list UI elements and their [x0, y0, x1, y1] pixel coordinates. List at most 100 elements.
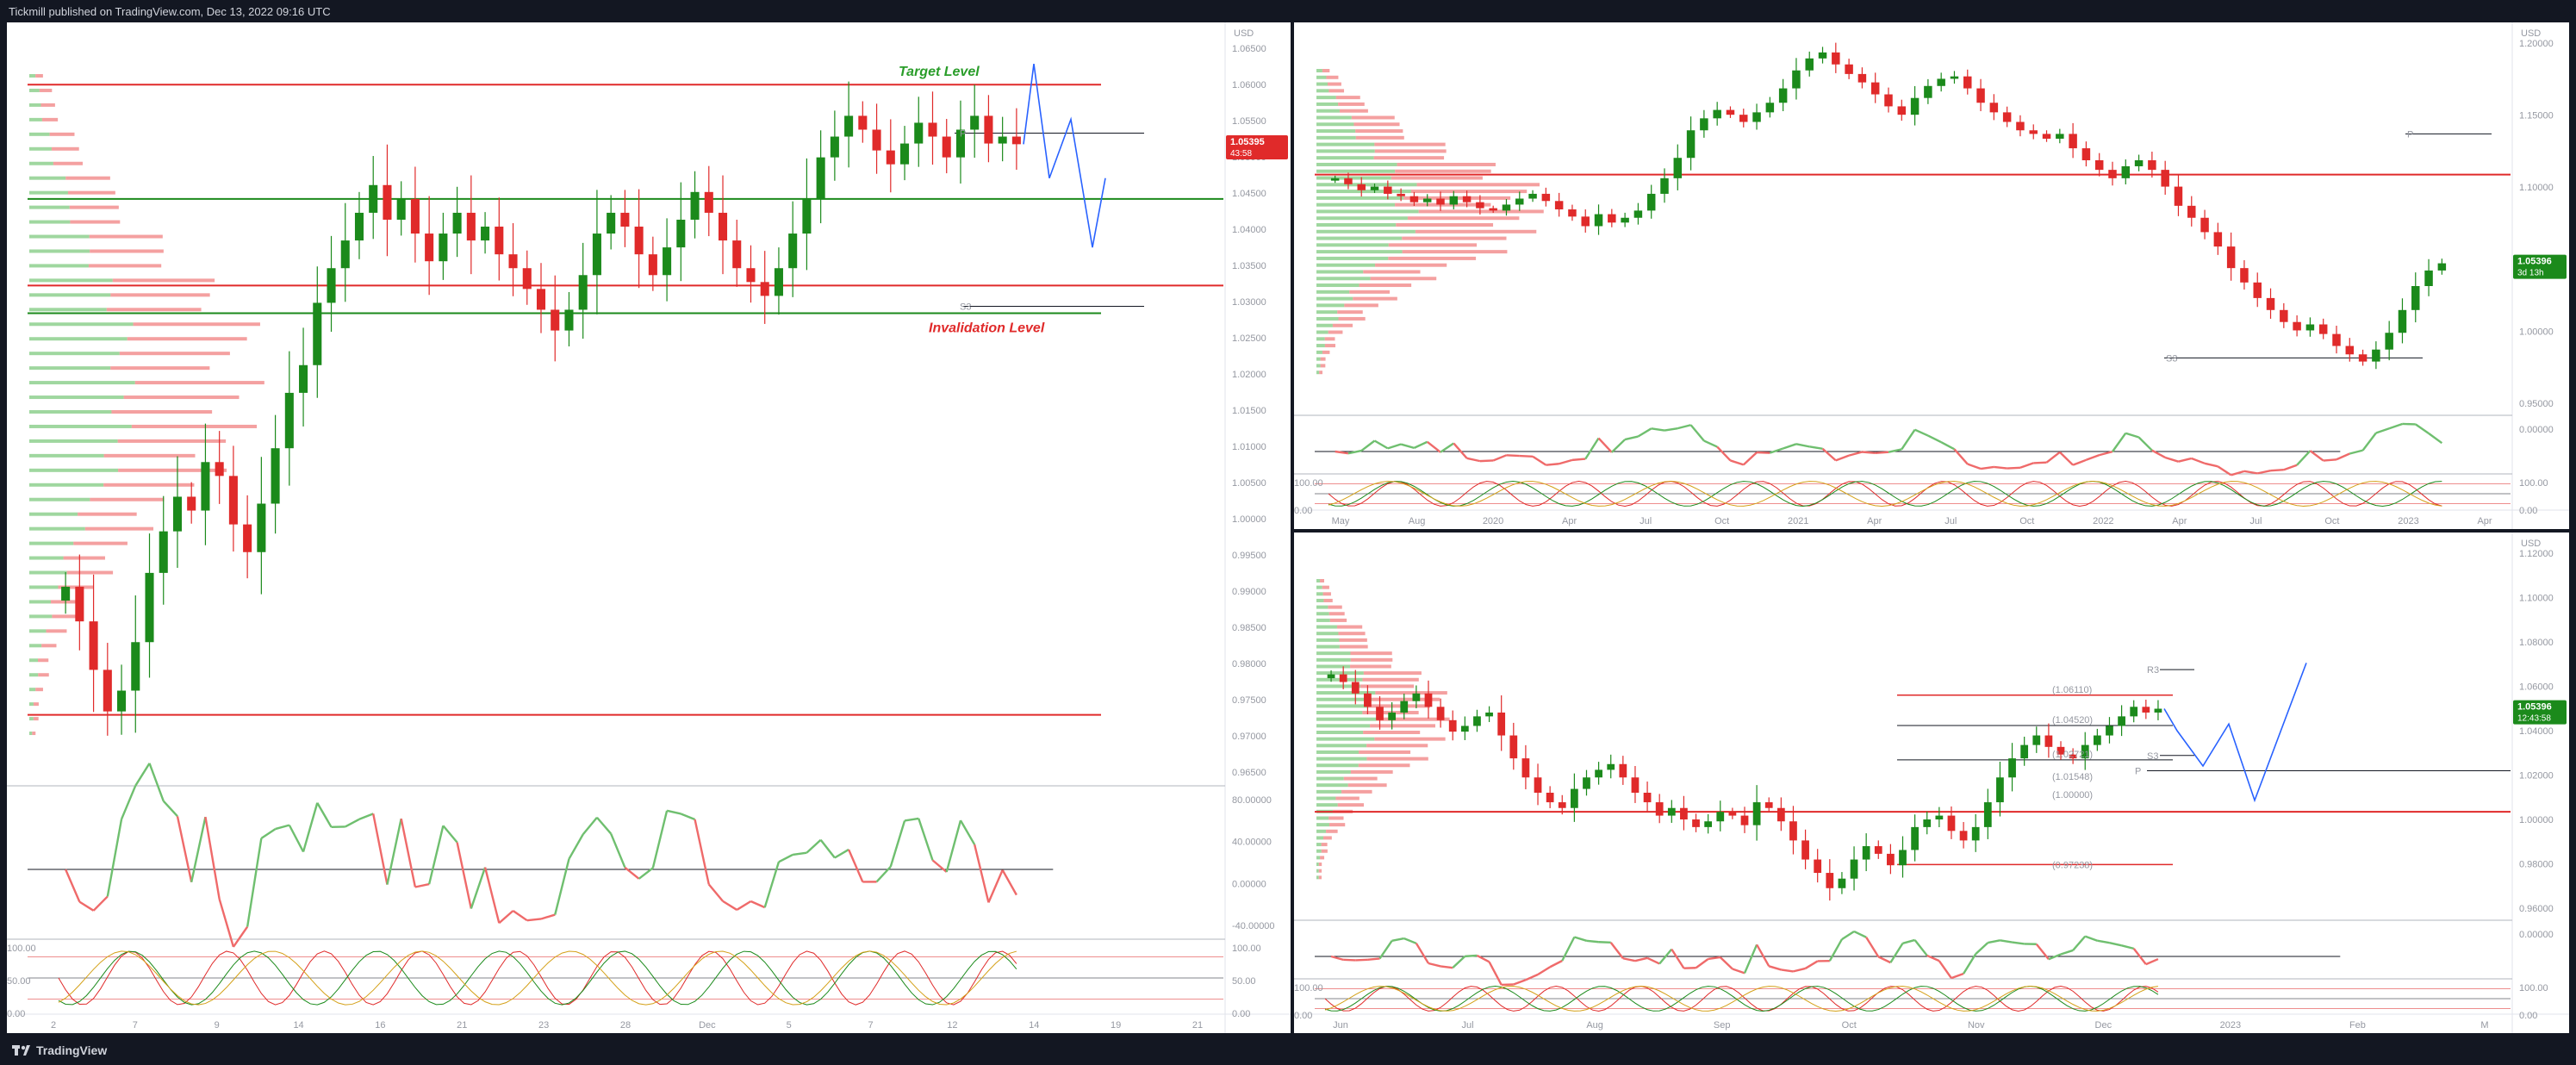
oscillator-line — [1400, 443, 1415, 450]
volume-profile-bar — [1328, 612, 1345, 616]
volume-profile-bar — [103, 453, 196, 458]
oscillator-tick-label: 0.00000 — [1232, 879, 1266, 889]
volume-profile-bar — [118, 468, 227, 472]
volume-profile-bar — [1316, 202, 1396, 207]
candle-body — [2081, 744, 2089, 759]
volume-profile-bar — [1316, 176, 1391, 180]
oscillator-line — [1440, 442, 1454, 453]
candle-body — [2020, 744, 2029, 759]
oscillator-line — [722, 900, 737, 911]
volume-profile-bar — [29, 439, 118, 443]
y-tick-label: 1.01000 — [1232, 442, 1266, 452]
candle-body — [2332, 333, 2341, 346]
candle-body — [61, 586, 71, 601]
oscillator-line — [1466, 457, 1481, 463]
oscillator-line — [1513, 979, 1527, 986]
volume-profile-bar — [41, 117, 59, 121]
y-tick-label: 1.03000 — [1232, 297, 1266, 308]
oscillator-line — [483, 867, 501, 924]
oscillator-line — [288, 825, 305, 853]
stochastic-tick-label: 0.00 — [1294, 506, 1312, 516]
x-tick-label: Apr — [1562, 516, 1577, 526]
x-tick-label: Jul — [1944, 516, 1957, 526]
volume-profile-bar — [1321, 849, 1328, 853]
candle-body — [2437, 263, 2447, 271]
oscillator-line — [959, 819, 976, 845]
x-tick-label: 14 — [1029, 1020, 1039, 1031]
candle-body — [2016, 121, 2025, 131]
oscillator-tick-label: -40.00000 — [1232, 921, 1275, 931]
volume-profile-bar — [29, 526, 85, 531]
candle-body — [1646, 193, 1656, 211]
volume-profile-bar — [1316, 757, 1367, 761]
candle-body — [1595, 769, 1602, 778]
volume-profile-bar — [1359, 283, 1412, 288]
candle-body — [1528, 193, 1537, 199]
volume-profile-bar — [65, 176, 110, 180]
oscillator-line — [1994, 465, 2007, 470]
oscillator-line — [1793, 967, 1806, 973]
x-tick-label: 2023 — [2398, 516, 2418, 526]
oscillator-line — [1646, 956, 1660, 965]
oscillator-line — [1804, 960, 1819, 969]
volume-profile-bar — [1316, 169, 1396, 173]
stochastic-tick-label: 100.00 — [1294, 983, 1323, 993]
candle-body — [1621, 217, 1629, 223]
volume-profile-bar — [131, 424, 258, 428]
oscillator-line — [918, 818, 934, 861]
y-tick-label: 0.98000 — [1232, 659, 1266, 670]
volume-profile-bar — [1350, 769, 1393, 774]
volume-profile-bar — [111, 410, 213, 414]
oscillator-line — [904, 817, 919, 822]
x-tick-label: 21 — [1192, 1020, 1203, 1031]
volume-profile-bar — [1316, 156, 1374, 160]
oscillator-line — [666, 809, 681, 815]
oscillator-tick-label: 40.00000 — [1232, 838, 1272, 848]
oscillator-line — [1902, 938, 1915, 944]
candle-body — [690, 191, 700, 220]
candle-body — [89, 621, 98, 670]
volume-profile-bar — [1316, 803, 1338, 807]
candle-body — [886, 150, 895, 165]
x-tick-label: 2023 — [2220, 1020, 2241, 1031]
oscillator-line — [386, 818, 402, 885]
candle-body — [704, 191, 713, 213]
volume-profile-bar — [1316, 296, 1353, 301]
volume-profile-bar — [38, 673, 49, 677]
chart-panel-left[interactable]: USD1.065001.060001.055001.050001.045001.… — [7, 22, 1291, 1033]
candle-body — [1376, 707, 1384, 720]
x-tick-label: 2020 — [1483, 516, 1503, 526]
x-tick-label: 23 — [538, 1020, 549, 1031]
volume-profile-bar — [1355, 135, 1404, 140]
oscillator-line — [2072, 935, 2087, 951]
candle-body — [607, 212, 616, 234]
oscillator-line — [1781, 968, 1794, 973]
oscillator-line — [106, 819, 123, 897]
volume-profile-bar — [1316, 250, 1403, 254]
publisher-text: Tickmill published on TradingView.com, D… — [9, 5, 331, 18]
volume-profile-bar — [73, 541, 128, 545]
volume-profile-bar — [29, 702, 34, 707]
candle-body — [1726, 109, 1735, 115]
volume-profile-bar — [29, 103, 41, 107]
candle-body — [1384, 186, 1392, 194]
stochastic-tick-label: 100.00 — [7, 944, 36, 954]
last-price-countdown: 12:43:58 — [2517, 714, 2551, 724]
candle-body — [117, 690, 127, 712]
volume-profile-bar — [1360, 684, 1415, 688]
y-tick-label: 1.06500 — [1232, 44, 1266, 54]
volume-profile-bar — [1316, 585, 1322, 589]
oscillator-line — [2336, 452, 2350, 461]
x-tick-label: Apr — [1867, 516, 1882, 526]
pivot-s3-label: S3 — [2147, 751, 2158, 762]
candle-body — [299, 364, 308, 393]
chart-panel-top-right[interactable]: USD1.200001.150001.100001.050001.000000.… — [1294, 22, 2569, 529]
volume-profile-bar — [29, 468, 119, 472]
volume-profile-bar — [29, 424, 132, 428]
candle-body — [2130, 707, 2138, 717]
volume-profile-bar — [1316, 344, 1325, 348]
pivot-p-label: P — [2407, 129, 2413, 140]
candle-body — [2121, 165, 2131, 178]
chart-panel-bottom-right[interactable]: USD 1.12000 1.10000 1.08000 1.06000 1.04000 1.… — [1294, 532, 2569, 1033]
volume-profile-bar — [1316, 869, 1319, 873]
